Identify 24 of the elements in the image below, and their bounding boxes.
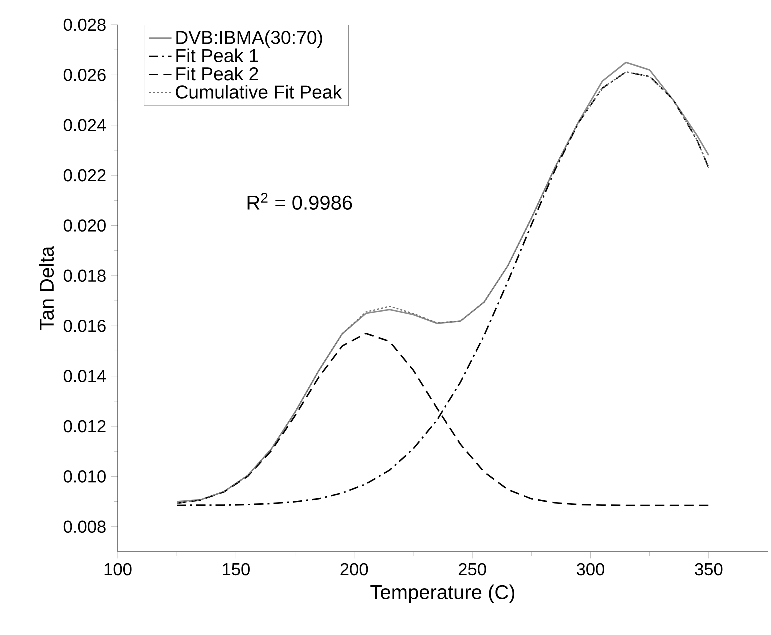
y-tick-label: 0.022 xyxy=(64,169,106,182)
y-tick-label: 0.026 xyxy=(64,69,106,82)
x-tick-label: 250 xyxy=(458,563,486,576)
y-tick-label: 0.010 xyxy=(64,470,106,483)
legend-label: DVB:IBMA(30:70) xyxy=(176,30,322,48)
x-axis-title: Temperature (C) xyxy=(370,584,515,604)
legend-label: Fit Peak 2 xyxy=(176,66,258,81)
y-tick-label: 0.012 xyxy=(64,420,106,433)
y-tick-label: 0.016 xyxy=(64,320,106,332)
y-tick-label: 0.014 xyxy=(64,370,106,382)
legend-label: Fit Peak 1 xyxy=(176,48,258,62)
legend-label: Cumulative Fit Peak xyxy=(176,85,342,99)
y-tick-label: 0.028 xyxy=(64,18,106,32)
x-tick-label: 200 xyxy=(340,563,368,576)
x-tick-label: 350 xyxy=(695,563,723,576)
y-tick-label: 0.018 xyxy=(64,270,106,282)
y-tick-label: 0.008 xyxy=(64,520,106,534)
annotation: R$^{2}$ = 0.9986 xyxy=(248,193,352,210)
y-tick-label: 0.020 xyxy=(64,220,106,232)
y-axis-title: Tan Delta xyxy=(39,246,54,330)
x-tick-label: 100 xyxy=(104,563,132,576)
x-tick-label: 150 xyxy=(223,563,250,576)
y-tick-label: 0.024 xyxy=(64,119,106,132)
x-tick-label: 300 xyxy=(576,563,605,576)
